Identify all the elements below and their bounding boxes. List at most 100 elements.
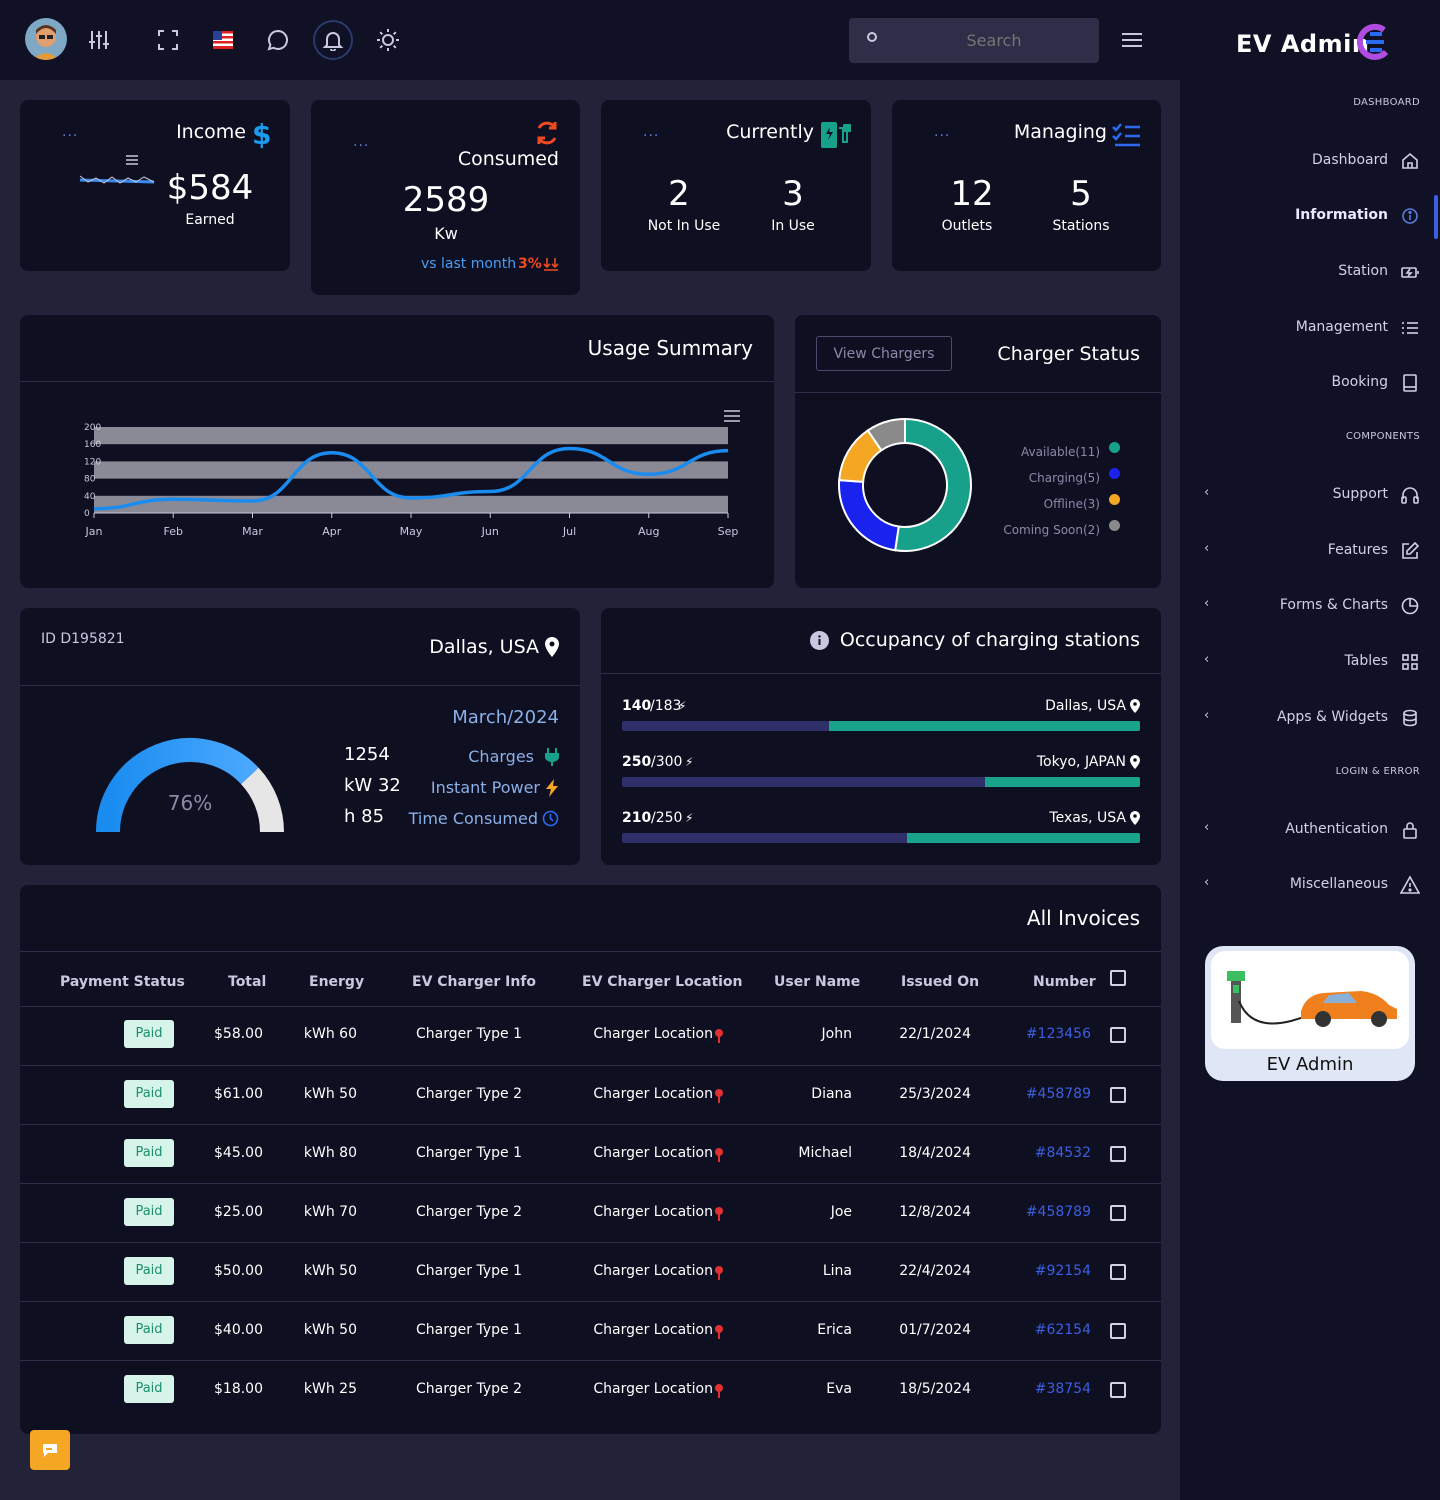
- sidebar-item-support[interactable]: ‹ Support: [1180, 476, 1440, 516]
- support-chat-button[interactable]: [30, 1430, 70, 1470]
- table-row[interactable]: Paid $45.00 kWh 80 Charger Type 1 Charger Lo…: [20, 1124, 1161, 1183]
- brand-logo[interactable]: EV Admin: [1236, 22, 1406, 66]
- usage-title: Usage Summary: [587, 336, 753, 360]
- invoice-number-link[interactable]: #458789: [1025, 1086, 1091, 1102]
- donut-slice: [838, 478, 900, 552]
- location-pin-icon: [715, 1265, 723, 1284]
- sidebar-item-forms-charts[interactable]: ‹ Forms & Charts: [1180, 587, 1440, 627]
- col-payment-status[interactable]: Payment Status: [60, 974, 185, 990]
- invoice-charger-info: Charger Type 2: [416, 1086, 522, 1102]
- occupancy-row: 210 /250 ⚡ Texas, USA: [601, 808, 1161, 848]
- location-pin-icon: [715, 1383, 723, 1402]
- occupancy-used: 140: [622, 698, 652, 714]
- table-row[interactable]: Paid $58.00 kWh 60 Charger Type 1 Charger Lo…: [20, 1006, 1161, 1065]
- occupancy-total: /300: [651, 754, 683, 770]
- consumed-compare: vs last month: [421, 256, 517, 272]
- row-checkbox[interactable]: [1110, 1264, 1126, 1280]
- legend-item[interactable]: Available(11): [985, 441, 1120, 467]
- invoice-user-name: Eva: [826, 1381, 852, 1397]
- search-box[interactable]: [849, 18, 1099, 63]
- occupancy-total: /183: [650, 698, 682, 714]
- occupancy-row: 140 /183 ⚡ Dallas, USA: [601, 696, 1161, 736]
- sidebar-item-dashboard[interactable]: Dashboard: [1180, 142, 1440, 182]
- instant-power-value: kW 32: [344, 775, 401, 796]
- usage-gauge: [96, 738, 284, 833]
- sidebar-item-management[interactable]: Management: [1180, 309, 1440, 349]
- sidebar-item-authentication[interactable]: ‹ Authentication: [1180, 811, 1440, 851]
- invoice-number-link[interactable]: #62154: [1034, 1322, 1091, 1338]
- info-icon: [1402, 208, 1418, 224]
- legend-item[interactable]: Offline(3): [985, 493, 1120, 519]
- row-checkbox[interactable]: [1110, 1205, 1126, 1221]
- more-icon[interactable]: ···: [934, 128, 951, 144]
- consumed-unit: Kw: [434, 224, 458, 243]
- search-input[interactable]: [889, 18, 1099, 63]
- chat-icon[interactable]: [260, 22, 296, 58]
- managing-card: ··· Managing 12 Outlets 5 Stations: [892, 100, 1161, 271]
- sliders-icon[interactable]: [81, 22, 117, 58]
- book-icon: [1403, 374, 1417, 392]
- col-energy[interactable]: Energy: [309, 974, 365, 990]
- view-chargers-button[interactable]: View Chargers: [816, 336, 952, 371]
- legend-dot: [1109, 442, 1120, 453]
- chevron-left-icon: ‹: [1204, 485, 1210, 500]
- sidebar-item-features[interactable]: ‹ Features: [1180, 532, 1440, 572]
- location-card: ID D195821 Dallas, USA March/2024 76% 12…: [20, 608, 580, 865]
- invoice-total: $18.00: [214, 1381, 263, 1397]
- managing-title: Managing: [1013, 121, 1107, 143]
- col-issued-on[interactable]: Issued On: [901, 974, 980, 990]
- y-tick-label: 120: [84, 457, 101, 467]
- invoice-number-link[interactable]: #92154: [1034, 1263, 1091, 1279]
- fullscreen-icon[interactable]: [150, 22, 186, 58]
- table-row[interactable]: Paid $50.00 kWh 50 Charger Type 1 Charger Lo…: [20, 1242, 1161, 1301]
- more-icon[interactable]: ···: [643, 128, 660, 144]
- sidebar-item-label: Station: [1338, 263, 1388, 279]
- chart-menu-icon[interactable]: [724, 409, 740, 423]
- sidebar-item-apps-widgets[interactable]: ‹ Apps & Widgets: [1180, 699, 1440, 739]
- col-number[interactable]: Number: [1033, 974, 1096, 990]
- sidebar-item-miscellaneous[interactable]: ‹ Miscellaneous: [1180, 866, 1440, 906]
- table-row[interactable]: Paid $40.00 kWh 50 Charger Type 1 Charger Lo…: [20, 1301, 1161, 1360]
- promo-card[interactable]: EV Admin: [1205, 946, 1415, 1081]
- us-flag-icon[interactable]: [205, 22, 241, 58]
- row-checkbox[interactable]: [1110, 1146, 1126, 1162]
- sun-icon[interactable]: [370, 22, 406, 58]
- col-charger-location[interactable]: EV Charger Location: [582, 974, 743, 990]
- x-tick-label: May: [400, 525, 423, 538]
- invoice-number-link[interactable]: #123456: [1025, 1026, 1091, 1042]
- table-row[interactable]: Paid $61.00 kWh 50 Charger Type 2 Charger Lo…: [20, 1065, 1161, 1124]
- invoice-user-name: Diana: [811, 1086, 852, 1102]
- row-checkbox[interactable]: [1110, 1027, 1126, 1043]
- invoice-number-link[interactable]: #38754: [1034, 1381, 1091, 1397]
- col-total[interactable]: Total: [228, 974, 267, 990]
- sidebar-item-tables[interactable]: ‹ Tables: [1180, 643, 1440, 683]
- more-icon[interactable]: ···: [62, 128, 79, 144]
- time-consumed-label: Time Consumed: [408, 809, 538, 828]
- sidebar-item-information[interactable]: Information: [1180, 195, 1440, 239]
- chevron-left-icon: ‹: [1204, 541, 1210, 556]
- hamburger-menu-icon[interactable]: [1114, 22, 1150, 58]
- grid-band: [94, 427, 728, 445]
- invoice-charger-location: Charger Location: [593, 1263, 713, 1279]
- x-tick-label: Jun: [481, 525, 499, 538]
- invoice-number-link[interactable]: #458789: [1025, 1204, 1091, 1220]
- sidebar-item-label: Authentication: [1285, 821, 1388, 837]
- row-checkbox[interactable]: [1110, 1323, 1126, 1339]
- table-row[interactable]: Paid $25.00 kWh 70 Charger Type 2 Charger Lo…: [20, 1183, 1161, 1242]
- row-checkbox[interactable]: [1110, 1382, 1126, 1398]
- col-charger-info[interactable]: EV Charger Info: [412, 974, 537, 990]
- invoice-number-link[interactable]: #84532: [1034, 1145, 1091, 1161]
- col-user-name[interactable]: User Name: [774, 974, 861, 990]
- legend-item[interactable]: Coming Soon(2): [985, 519, 1120, 545]
- sidebar-item-station[interactable]: Station: [1180, 253, 1440, 293]
- legend-item[interactable]: Charging(5): [985, 467, 1120, 493]
- sidebar-item-booking[interactable]: Booking: [1180, 364, 1440, 404]
- avatar[interactable]: [25, 18, 67, 60]
- invoice-user-name: Joe: [830, 1204, 852, 1220]
- more-icon[interactable]: ···: [353, 138, 370, 154]
- select-all-checkbox[interactable]: [1110, 970, 1126, 986]
- table-row[interactable]: Paid $18.00 kWh 25 Charger Type 2 Charger Lo…: [20, 1360, 1161, 1419]
- row-checkbox[interactable]: [1110, 1087, 1126, 1103]
- bell-icon[interactable]: [313, 20, 353, 60]
- invoice-total: $40.00: [214, 1322, 263, 1338]
